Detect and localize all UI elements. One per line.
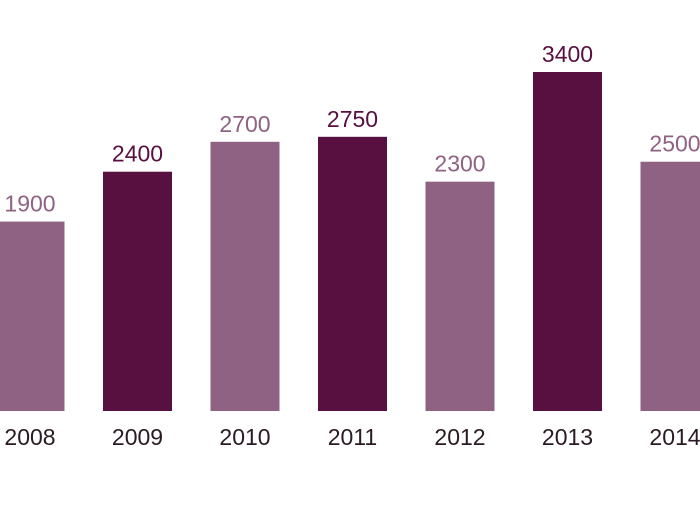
bar — [425, 181, 495, 411]
x-tick-label: 2011 — [328, 424, 377, 450]
x-tick-label: 2010 — [219, 424, 270, 450]
value-label: 2700 — [219, 111, 270, 137]
bar — [533, 72, 602, 411]
bar — [640, 161, 700, 411]
x-tick-label: 2008 — [4, 424, 55, 450]
value-label: 1900 — [4, 191, 55, 217]
bar — [0, 221, 65, 411]
x-tick-label: 2012 — [434, 424, 485, 450]
value-label: 2750 — [327, 106, 378, 132]
value-label: 2500 — [649, 131, 700, 157]
x-tick-label: 2009 — [112, 424, 163, 450]
x-tick-label: 2013 — [542, 424, 593, 450]
value-label: 3400 — [542, 41, 593, 67]
value-label: 2400 — [112, 141, 163, 167]
bar — [210, 141, 280, 411]
bar — [318, 136, 387, 411]
x-tick-label: 2014 — [649, 424, 700, 450]
bar — [103, 171, 172, 411]
value-label: 2300 — [434, 151, 485, 177]
